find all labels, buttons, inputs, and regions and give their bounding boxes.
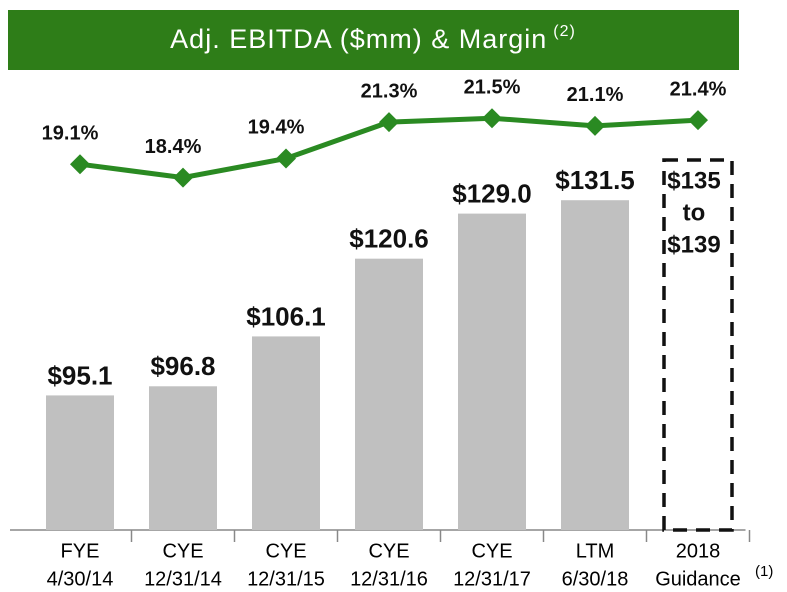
x-tick-label: CYE: [368, 540, 409, 562]
margin-marker: [688, 110, 708, 131]
title-banner: [8, 10, 739, 70]
x-tick-label: 12/31/14: [144, 568, 222, 590]
margin-marker: [379, 112, 399, 133]
category-note: (1): [755, 563, 773, 580]
bar-value-label: $96.8: [150, 351, 215, 381]
margin-label: 21.5%: [464, 77, 521, 99]
margin-marker: [173, 167, 193, 188]
margin-label: 18.4%: [145, 136, 202, 158]
margin-label: 19.4%: [248, 117, 305, 139]
title-text: Adj. EBITDA ($mm) & Margin: [170, 24, 547, 54]
margin-label: 19.1%: [42, 122, 99, 144]
bar: [355, 258, 423, 530]
margin-marker: [276, 148, 296, 169]
x-tick-label: 6/30/18: [562, 568, 629, 590]
margin-marker: [70, 154, 90, 175]
margin-label: 21.1%: [567, 84, 624, 106]
bar: [149, 386, 217, 530]
margin-label: 21.3%: [361, 80, 418, 102]
x-tick-label: FYE: [61, 540, 100, 562]
margin-label: 21.4%: [670, 78, 727, 100]
guidance-box: [662, 158, 734, 532]
chart-title: Adj. EBITDA ($mm) & Margin (2): [170, 23, 576, 54]
x-tick-label: CYE: [471, 540, 512, 562]
x-tick-label: 12/31/17: [453, 568, 531, 590]
x-tick-label: CYE: [265, 540, 306, 562]
bar-value-label: $131.5: [555, 165, 635, 195]
bar: [561, 200, 629, 531]
x-tick-label: Guidance: [655, 568, 741, 590]
x-tick-label: 12/31/15: [247, 568, 325, 590]
title-note: (2): [553, 23, 576, 40]
margin-marker: [482, 108, 502, 129]
x-tick-label: 4/30/14: [47, 568, 114, 590]
x-tick-label: 2018: [676, 540, 721, 562]
x-tick-label: CYE: [162, 540, 203, 562]
guidance-label: $139: [667, 231, 720, 258]
guidance-label: $135: [667, 167, 720, 194]
guidance-label: to: [683, 199, 706, 226]
bar: [458, 213, 526, 531]
bar-value-label: $129.0: [452, 178, 532, 208]
margin-marker: [585, 115, 605, 136]
bar: [252, 336, 320, 530]
bar-value-label: $120.6: [349, 224, 429, 254]
bar-value-label: $106.1: [246, 301, 326, 331]
bar-value-label: $95.1: [47, 360, 112, 390]
x-tick-label: LTM: [576, 540, 615, 562]
x-tick-label: 12/31/16: [350, 568, 428, 590]
bar: [46, 395, 114, 530]
